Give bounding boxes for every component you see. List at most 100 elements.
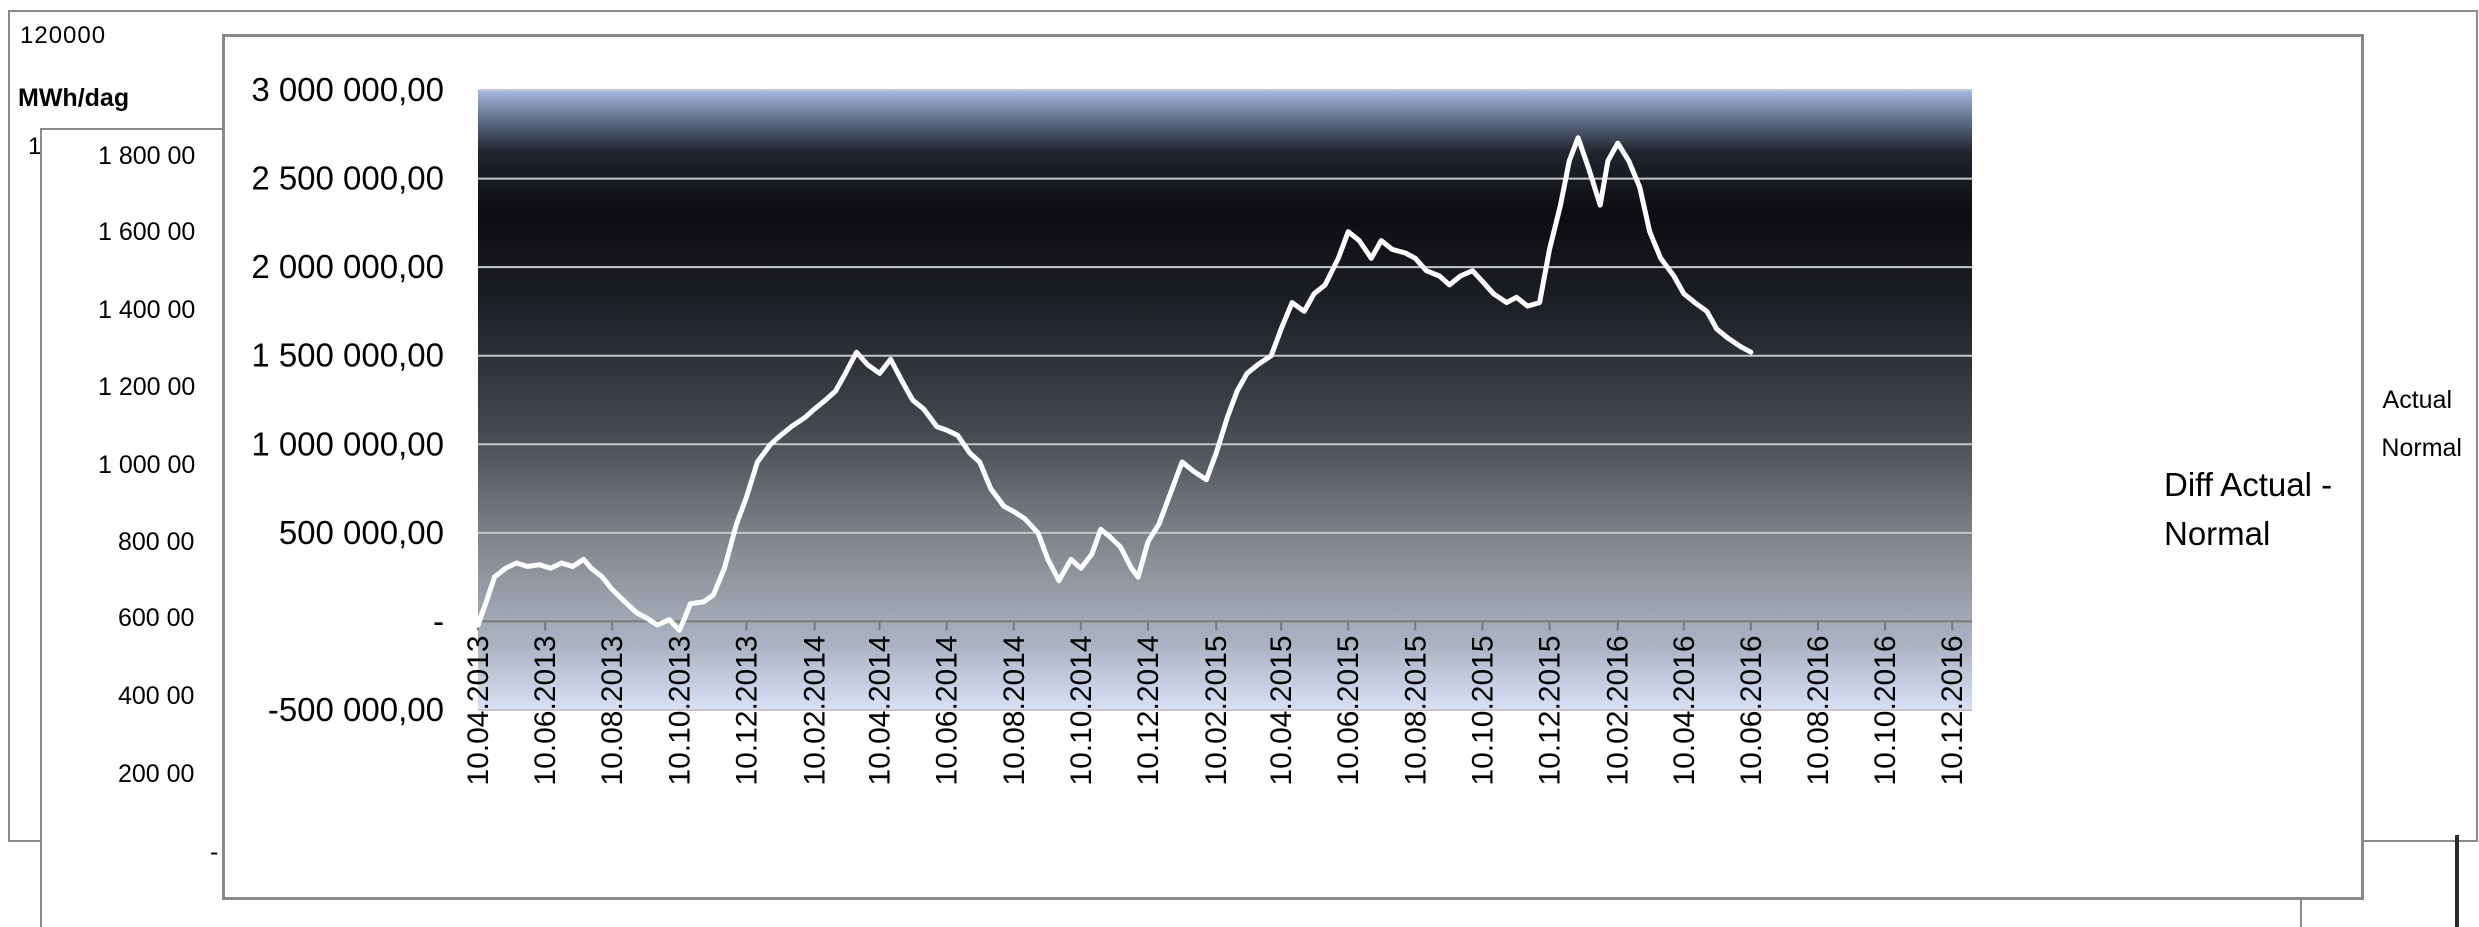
data-point bbox=[644, 616, 648, 620]
data-point bbox=[493, 575, 496, 579]
middle-chart-y-tick: 1 000 00 bbox=[98, 451, 196, 479]
back-chart-y-label: MWh/dag bbox=[18, 84, 130, 112]
data-point bbox=[1424, 269, 1428, 273]
data-point bbox=[1606, 159, 1610, 163]
data-point bbox=[1046, 557, 1050, 561]
data-point bbox=[1023, 517, 1027, 521]
data-point bbox=[911, 398, 915, 402]
data-point bbox=[1012, 510, 1016, 514]
data-point bbox=[1170, 487, 1174, 491]
data-point bbox=[1079, 566, 1083, 570]
y-tick-label: -500 000,00 bbox=[268, 691, 444, 728]
data-point bbox=[1002, 504, 1006, 508]
data-point bbox=[1245, 371, 1249, 375]
data-point bbox=[1548, 247, 1551, 251]
data-point bbox=[866, 363, 869, 367]
data-point bbox=[1146, 540, 1150, 544]
data-point bbox=[935, 425, 939, 429]
scrollbar[interactable] bbox=[2455, 835, 2459, 927]
back-chart-y-tick-partial: 1 bbox=[28, 133, 43, 160]
data-point bbox=[779, 433, 782, 437]
data-point bbox=[1090, 552, 1094, 556]
data-point bbox=[922, 407, 926, 411]
data-point bbox=[1693, 301, 1697, 305]
x-tick-label: 10.10.2013 bbox=[663, 635, 696, 785]
data-point bbox=[1390, 247, 1394, 251]
data-point bbox=[1505, 301, 1509, 305]
middle-chart-y-tick: 1 400 00 bbox=[98, 296, 196, 324]
data-point bbox=[582, 557, 586, 561]
legend-line-2: Normal bbox=[2164, 515, 2270, 552]
data-point bbox=[526, 565, 529, 568]
middle-chart-y-tick: 400 00 bbox=[118, 682, 195, 710]
data-point bbox=[755, 460, 759, 464]
data-point bbox=[1471, 269, 1474, 273]
data-point bbox=[945, 428, 949, 432]
gridlines bbox=[478, 89, 1972, 711]
data-point bbox=[589, 566, 593, 570]
data-point bbox=[1538, 301, 1542, 305]
data-point bbox=[476, 623, 480, 627]
data-point bbox=[790, 425, 793, 429]
data-point bbox=[824, 398, 828, 402]
data-point bbox=[1357, 239, 1361, 243]
data-point bbox=[600, 575, 604, 579]
middle-chart-y-tick: 1 800 00 bbox=[98, 142, 196, 170]
middle-chart-y-tick: 200 00 bbox=[118, 760, 195, 788]
data-point bbox=[1136, 575, 1140, 579]
data-point bbox=[1130, 566, 1133, 570]
data-point bbox=[1069, 557, 1073, 561]
data-point bbox=[1279, 327, 1283, 331]
middle-chart-y-tick: - bbox=[210, 838, 219, 866]
x-tick-label: 10.10.2016 bbox=[1869, 635, 1902, 785]
data-point bbox=[813, 407, 817, 411]
data-point bbox=[1379, 239, 1383, 243]
data-point bbox=[1526, 304, 1529, 308]
data-point bbox=[571, 565, 575, 568]
data-point bbox=[1204, 478, 1208, 482]
data-point bbox=[843, 371, 847, 375]
data-point bbox=[1336, 256, 1340, 260]
data-point bbox=[1180, 460, 1184, 464]
x-tick-label: 10.12.2013 bbox=[730, 635, 763, 785]
x-tick-label: 10.08.2015 bbox=[1399, 635, 1432, 785]
x-tick-label: 10.04.2014 bbox=[864, 635, 897, 785]
plot-area bbox=[478, 90, 1972, 710]
data-point bbox=[677, 628, 681, 632]
data-point bbox=[1235, 389, 1239, 393]
data-point bbox=[1480, 279, 1484, 283]
data-point bbox=[1225, 416, 1229, 420]
data-point bbox=[1715, 327, 1719, 331]
data-point bbox=[1576, 136, 1580, 140]
data-point bbox=[1598, 203, 1602, 207]
data-point bbox=[655, 623, 659, 627]
y-tick-label: 1 500 000,00 bbox=[251, 337, 444, 374]
data-point bbox=[1191, 469, 1195, 473]
y-axis-ticks: 3 000 000,00 2 500 000,00 2 000 000,00 1 50… bbox=[251, 71, 444, 728]
data-point bbox=[1672, 274, 1676, 278]
data-point bbox=[735, 522, 738, 526]
data-point bbox=[1269, 354, 1273, 358]
data-point bbox=[1515, 295, 1518, 299]
data-point bbox=[1290, 301, 1294, 305]
data-point bbox=[485, 598, 489, 602]
middle-chart-y-tick: 800 00 bbox=[118, 528, 195, 556]
x-tick-label: 10.10.2015 bbox=[1466, 635, 1499, 785]
data-point bbox=[1705, 309, 1709, 313]
data-point bbox=[769, 442, 773, 446]
data-point bbox=[889, 357, 893, 361]
data-point bbox=[803, 416, 807, 420]
x-tick-label: 10.06.2014 bbox=[931, 635, 964, 785]
y-tick-label: 3 000 000,00 bbox=[251, 71, 444, 108]
data-point bbox=[610, 588, 614, 591]
x-tick-label: 10.08.2014 bbox=[998, 635, 1031, 785]
x-tick-label: 10.12.2016 bbox=[1936, 635, 1969, 785]
data-point bbox=[1099, 527, 1103, 531]
data-point bbox=[504, 566, 507, 570]
data-point bbox=[1458, 274, 1462, 278]
data-point bbox=[688, 602, 692, 606]
y-tick-label: 2 500 000,00 bbox=[251, 160, 444, 197]
data-point bbox=[1346, 230, 1350, 234]
x-tick-label: 10.06.2016 bbox=[1735, 635, 1768, 785]
data-point bbox=[711, 593, 715, 597]
